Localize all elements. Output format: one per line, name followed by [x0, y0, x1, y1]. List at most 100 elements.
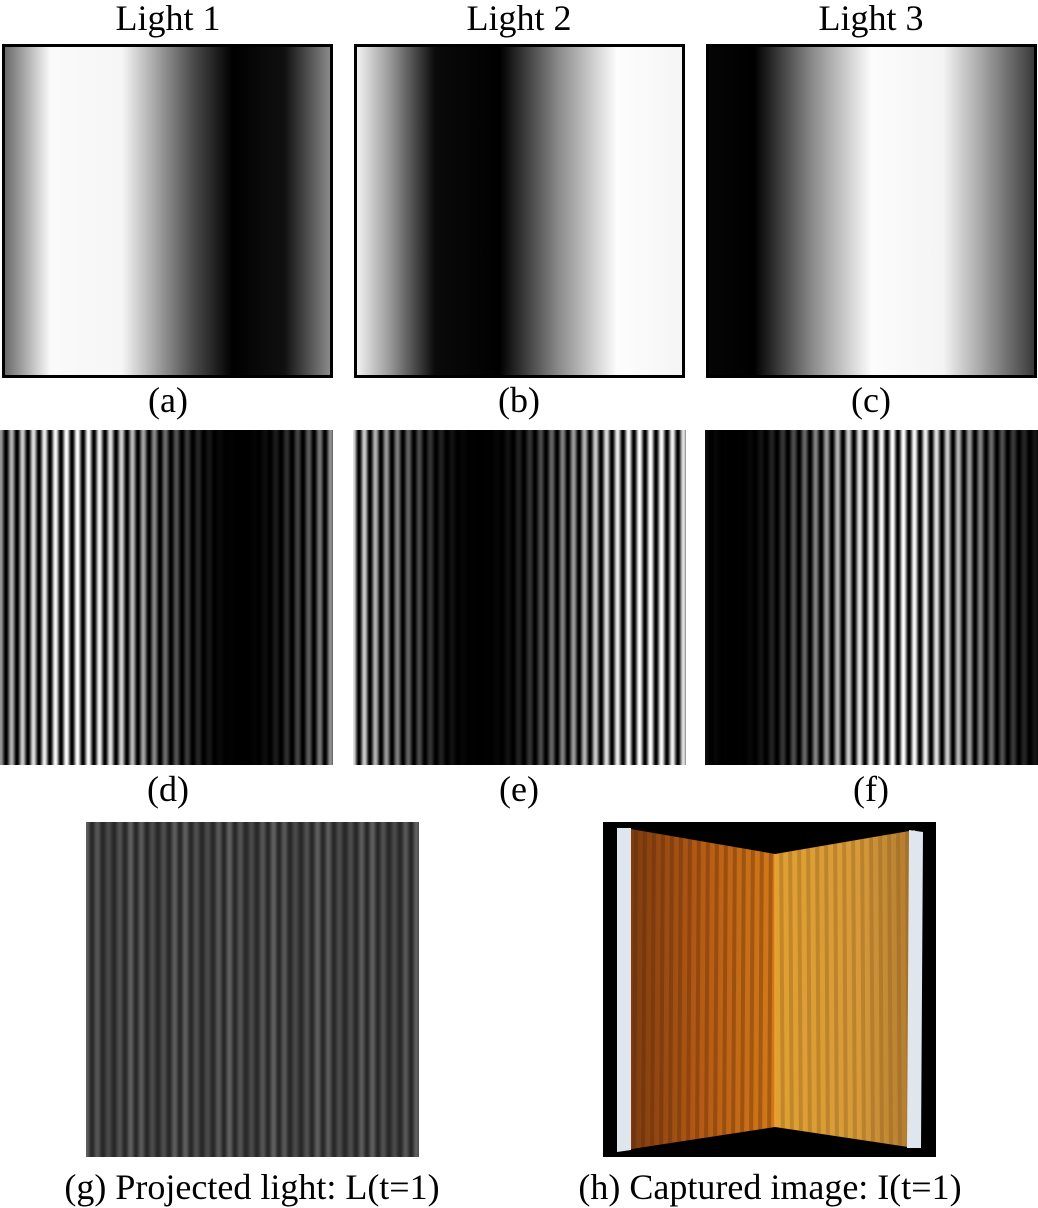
fringe-stripe-d: [297, 430, 299, 765]
fringe-stripe-e: [677, 430, 679, 765]
projected-fringe-stripe: [150, 822, 152, 1157]
fringe-stripe-f: [880, 430, 882, 765]
projected-fringe-stripe: [148, 822, 150, 1157]
fringe-stripe-f: [791, 430, 793, 765]
fringe-stripe-d: [159, 430, 161, 765]
fringe-stripe-d: [53, 430, 55, 765]
captured-stripe-left: [668, 828, 674, 1150]
projected-fringe-stripe: [400, 822, 402, 1157]
fringe-stripe-e: [414, 430, 416, 765]
fringe-stripe-d: [191, 430, 193, 765]
fringe-stripe-e: [651, 430, 653, 765]
fringe-stripe-f: [908, 430, 910, 765]
fringe-stripe-e: [660, 430, 662, 765]
fringe-stripe-e: [398, 430, 400, 765]
fringe-stripe-f: [837, 430, 839, 765]
fringe-stripe-d: [178, 430, 180, 765]
captured-stripe-left: [740, 828, 746, 1150]
captured-stripe-right: [842, 830, 848, 1148]
fringe-stripe-e: [360, 430, 362, 765]
projected-fringe-stripe: [224, 822, 226, 1157]
fringe-stripe-e: [633, 430, 635, 765]
projected-fringe-stripe: [259, 822, 261, 1157]
projected-fringe-stripe: [332, 822, 334, 1157]
fringe-stripe-e: [475, 430, 477, 765]
projected-fringe-stripe: [190, 822, 192, 1157]
fringe-stripe-e: [405, 430, 407, 765]
fringe-stripe-f: [994, 430, 996, 765]
fringe-stripe-d: [172, 430, 174, 765]
fringe-stripe-d: [59, 430, 61, 765]
fringe-stripe-f: [981, 430, 983, 765]
fringe-stripe-e: [430, 430, 432, 765]
fringe-stripe-f: [775, 430, 777, 765]
fringe-stripe-f: [938, 430, 940, 765]
fringe-stripe-d: [287, 430, 289, 765]
fringe-stripe-d: [325, 430, 327, 765]
projected-fringe-stripe: [327, 822, 329, 1157]
fringe-stripe-e: [576, 430, 578, 765]
fringe-stripe-e: [545, 430, 547, 765]
projected-fringe-stripe: [119, 822, 121, 1157]
fringe-stripe-e: [570, 430, 572, 765]
fringe-stripe-d: [232, 430, 234, 765]
fringe-stripe-e: [368, 430, 370, 765]
fringe-stripe-d: [231, 430, 233, 765]
projected-fringe-stripe: [344, 822, 346, 1157]
projected-fringe-stripe: [189, 822, 191, 1157]
fringe-stripe-e: [514, 430, 516, 765]
fringe-stripe-f: [931, 430, 933, 765]
projected-fringe-stripe: [268, 822, 270, 1157]
panel-d-modulated-fringes: [0, 430, 333, 765]
fringe-stripe-f: [754, 430, 756, 765]
fringe-stripe-f: [887, 430, 889, 765]
fringe-stripe-e: [506, 430, 508, 765]
fringe-stripe-e: [672, 430, 674, 765]
fringe-stripe-d: [7, 430, 9, 765]
fringe-stripe-d: [212, 430, 214, 765]
fringe-stripe-d: [55, 430, 57, 765]
projected-fringe-stripe: [326, 822, 328, 1157]
fringe-stripe-d: [27, 430, 29, 765]
fringe-stripe-d: [60, 430, 62, 765]
fringe-stripe-d: [245, 430, 247, 765]
fringe-stripe-e: [629, 430, 631, 765]
card-right-face: [775, 830, 915, 1148]
fringe-stripe-f: [1023, 430, 1025, 765]
fringe-stripe-e: [646, 430, 648, 765]
fringe-stripe-e: [384, 430, 386, 765]
fringe-stripe-d: [119, 430, 121, 765]
fringe-stripe-f: [735, 430, 737, 765]
projected-fringe-stripe: [137, 822, 139, 1157]
fringe-stripe-e: [438, 430, 440, 765]
projected-fringe-stripe: [392, 822, 394, 1157]
projected-fringe-stripe: [238, 822, 240, 1157]
fringe-stripe-e: [496, 430, 498, 765]
projected-fringe-stripe: [411, 822, 413, 1157]
fringe-stripe-d: [332, 430, 333, 765]
projected-fringe-stripe: [353, 822, 355, 1157]
fringe-stripe-f: [999, 430, 1001, 765]
fringe-stripe-e: [470, 430, 472, 765]
fringe-stripe-f: [1034, 430, 1036, 765]
caption-c: (c): [851, 380, 891, 420]
fringe-stripe-e: [530, 430, 532, 765]
fringe-stripe-d: [152, 430, 154, 765]
fringe-stripe-d: [281, 430, 283, 765]
projected-fringe-stripe: [387, 822, 389, 1157]
fringe-stripe-d: [108, 430, 110, 765]
fringe-stripe-f: [713, 430, 715, 765]
projected-fringe-stripe: [255, 822, 257, 1157]
projected-fringe-stripe: [230, 822, 232, 1157]
projected-fringe-stripe: [117, 822, 119, 1157]
fringe-stripe-f: [759, 430, 761, 765]
fringe-stripe-d: [107, 430, 109, 765]
fringe-stripe-f: [728, 430, 730, 765]
fringe-stripe-e: [511, 430, 513, 765]
fringe-stripe-f: [831, 430, 833, 765]
fringe-stripe-e: [485, 430, 487, 765]
projected-fringe-stripe: [206, 822, 208, 1157]
projected-fringe-stripe: [139, 822, 141, 1157]
fringe-stripe-e: [435, 430, 437, 765]
fringe-stripe-d: [118, 430, 120, 765]
